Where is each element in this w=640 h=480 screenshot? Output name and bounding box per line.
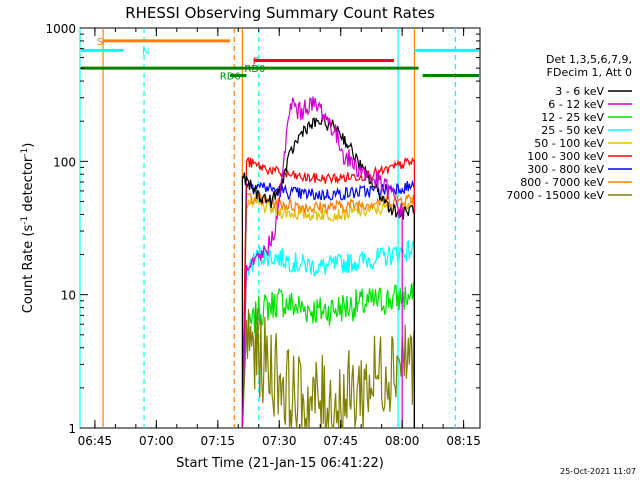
x-tick-label: 07:15 (200, 434, 235, 448)
legend-entry-label: 7000 - 15000 keV (506, 189, 604, 202)
y-axis-label-part: Count Rate (s (21, 225, 36, 314)
legend-entry-label: 300 - 800 keV (527, 163, 604, 176)
legend-header: FDecim 1, Att 0 (547, 66, 632, 79)
x-tick-label: 08:15 (446, 434, 481, 448)
series-line-100-300keV (241, 156, 415, 429)
axes: 06:45 07:00 07:15 07:30 07:45 08:00 08:15 1 10 10… (45, 22, 480, 448)
legend-entry-label: 100 - 300 keV (527, 150, 604, 163)
x-tick-label: 08:00 (385, 434, 420, 448)
y-axis-label-part: ) (21, 143, 36, 148)
flag-label-rd0: RD0 (244, 64, 265, 75)
flag-label-s: S (97, 37, 103, 48)
series-line-3-6keV (241, 114, 415, 428)
y-axis-label-part: -1 (20, 216, 30, 225)
x-axis-label: Start Time (21-Jan-15 06:41:22) (176, 456, 384, 471)
y-tick-label: 1000 (45, 22, 76, 36)
flag-label-n: N (142, 46, 149, 57)
y-axis-label-part: detector (21, 156, 36, 216)
series-line-6-12keV (241, 96, 403, 429)
y-axis-label: Count Rate (s-1 detector-1) (20, 143, 36, 314)
y-tick-label: 1 (68, 422, 76, 436)
legend-entry-label: 3 - 6 keV (555, 85, 604, 98)
x-tick-label: 07:30 (262, 434, 297, 448)
y-tick-label: 100 (53, 155, 76, 169)
x-tick-label: 07:45 (323, 434, 358, 448)
flag-label-f: F (253, 57, 259, 68)
series-line-7000-15000keV (241, 304, 415, 429)
series-line-25-50keV (241, 239, 415, 429)
chart-title: RHESSI Observing Summary Count Rates (125, 4, 435, 22)
series-line-12-25keV (241, 282, 415, 429)
y-axis-label-part: -1 (20, 148, 30, 157)
data-series (241, 96, 415, 429)
legend-header: Det 1,3,5,6,7,9, (546, 53, 632, 66)
legend-entry-label: 6 - 12 keV (548, 98, 604, 111)
legend-entry-label: 800 - 7000 keV (520, 176, 604, 189)
y-tick-label: 10 (61, 289, 76, 303)
x-tick-label: 07:00 (139, 434, 174, 448)
legend-entry-label: 50 - 100 keV (534, 137, 604, 150)
legend-entry-label: 12 - 25 keV (541, 111, 604, 124)
x-tick-label: 06:45 (78, 434, 113, 448)
flag-label-rd6: RD6 (220, 72, 241, 83)
plot-area (79, 27, 481, 429)
legend: Det 1,3,5,6,7,9,FDecim 1, Att 0 3 - 6 keV… (506, 53, 632, 202)
legend-entry-label: 25 - 50 keV (541, 124, 604, 137)
timestamp: 25-Oct-2021 11:07 (560, 467, 636, 476)
